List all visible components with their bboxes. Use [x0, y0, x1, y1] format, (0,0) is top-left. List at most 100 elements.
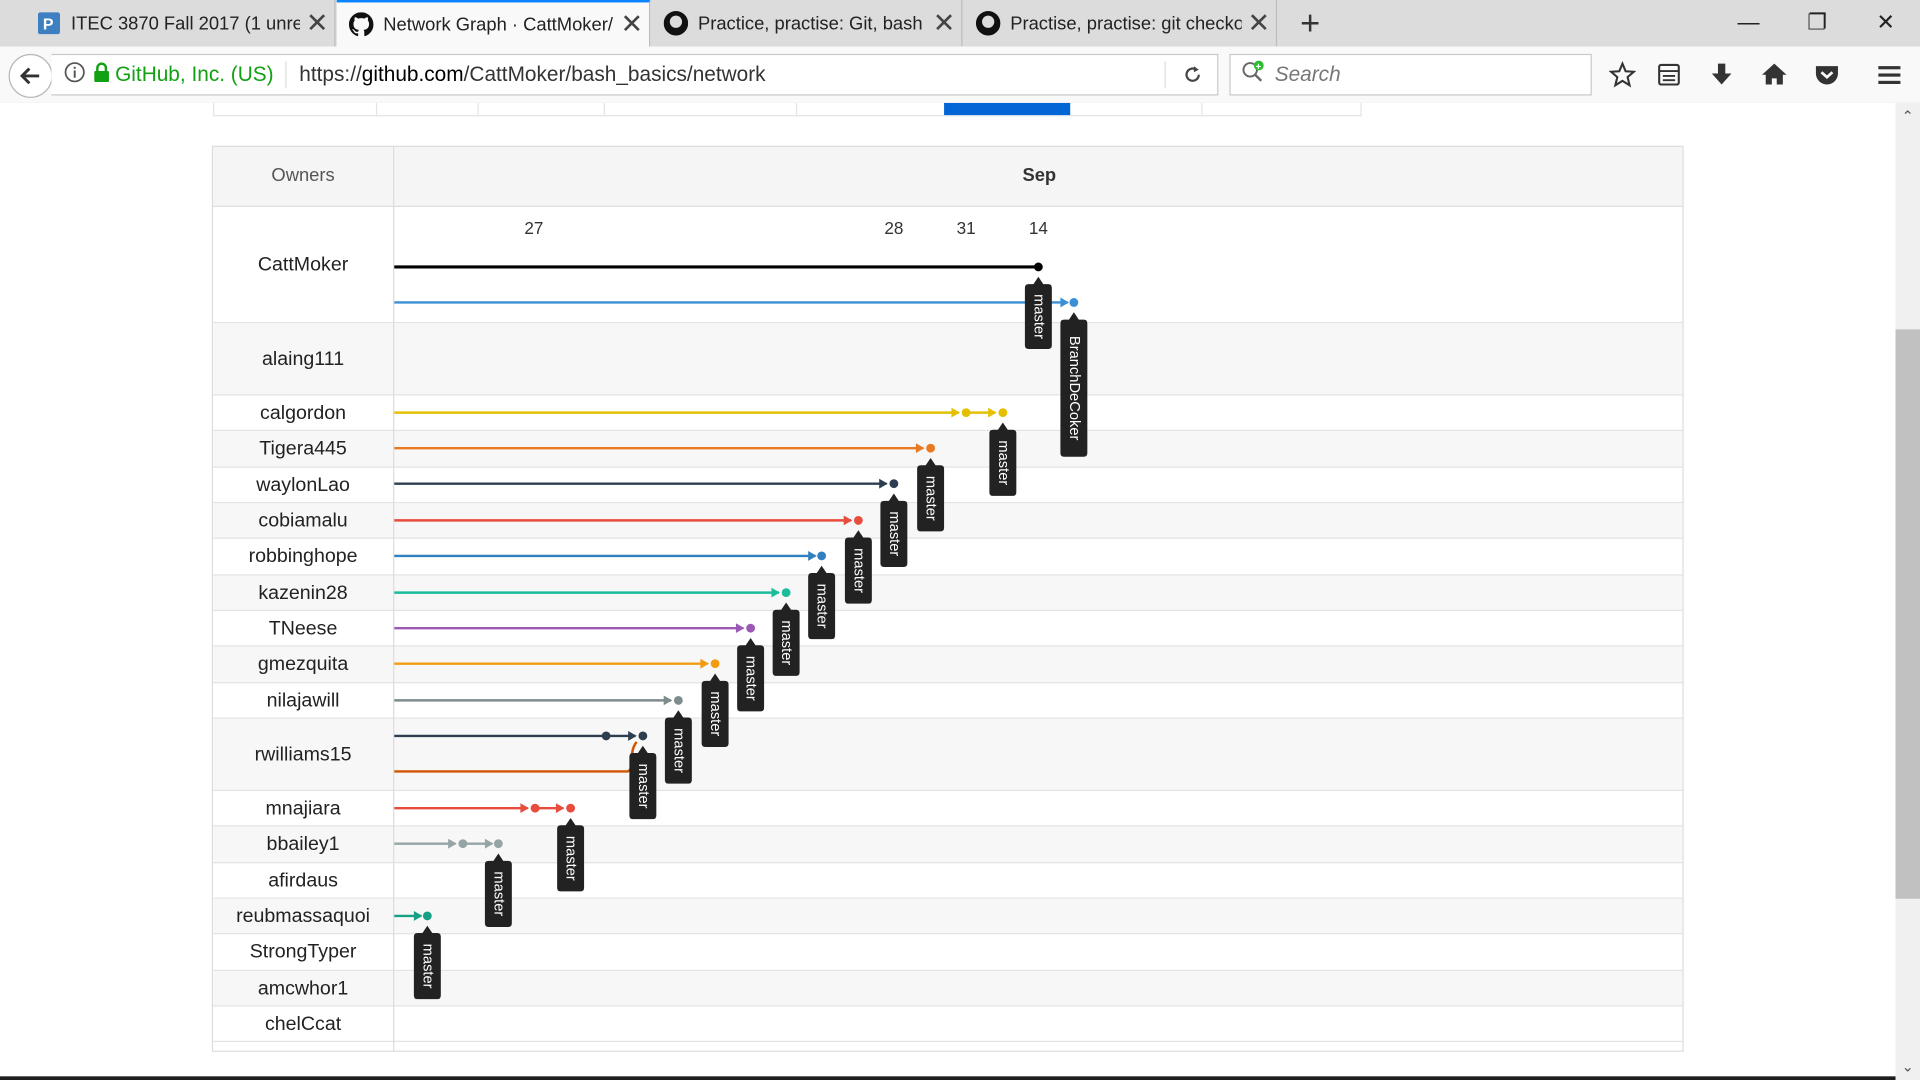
restore-button[interactable]: ❐ [1807, 9, 1828, 35]
branch-label[interactable]: master [917, 457, 945, 532]
tab-practice-git-bash[interactable]: Practice, practise: Git, bash · ✕ [651, 0, 963, 47]
owner-name[interactable]: calgordon [260, 402, 347, 424]
repo-nav-tab[interactable] [605, 102, 798, 116]
owner-row: nilajawill [213, 683, 1683, 719]
commit-dot[interactable] [422, 911, 432, 921]
branch-label[interactable]: master [880, 493, 908, 567]
scroll-down-arrow[interactable]: ⌄ [1901, 1057, 1914, 1076]
merge-arrow [448, 838, 457, 849]
branch-label[interactable]: master [844, 530, 872, 604]
branch-label[interactable]: master [701, 673, 729, 747]
owner-row: bbailey1 [213, 826, 1683, 864]
owner-name[interactable]: afirdaus [268, 870, 338, 892]
commit-dot[interactable] [1069, 298, 1079, 307]
commit-dot[interactable] [710, 659, 720, 669]
owner-name[interactable]: robbinghope [248, 546, 358, 567]
site-identity[interactable]: GitHub, Inc. (US) [115, 62, 274, 86]
owner-name[interactable]: Tigera445 [259, 438, 347, 460]
commit-dot[interactable] [998, 408, 1008, 418]
branch-label[interactable]: master [484, 853, 512, 927]
branch-label[interactable]: master [1024, 276, 1052, 349]
owner-name[interactable]: mnajiara [265, 798, 341, 820]
owner-name[interactable]: kazenin28 [258, 582, 348, 604]
scrollbar-thumb[interactable] [1895, 329, 1920, 899]
graph-canvas: 27 28 31 14 master BranchDeCoker master master m… [394, 218, 1088, 1000]
repo-nav-tab-selected[interactable] [944, 102, 1071, 116]
commit-dot[interactable] [926, 443, 936, 453]
tab-itec[interactable]: P ITEC 3870 Fall 2017 (1 unrea ✕ [24, 0, 336, 47]
commit-dot[interactable] [781, 588, 791, 598]
branch-label[interactable]: master [772, 602, 800, 676]
download-icon[interactable] [1706, 59, 1738, 91]
close-window-button[interactable]: ✕ [1876, 9, 1895, 35]
branch-label[interactable]: master [808, 565, 836, 640]
owner-name[interactable]: waylonLao [256, 475, 350, 496]
commit-dot[interactable] [1033, 262, 1043, 272]
pocket-icon[interactable] [1811, 59, 1843, 91]
network-graph[interactable]: Owners Sep CattMoker alaing111 calgordon Ti… [211, 145, 1684, 1052]
home-icon[interactable] [1758, 59, 1790, 91]
svg-text:master: master [1030, 294, 1046, 339]
repo-nav-tab[interactable] [797, 102, 946, 116]
repo-nav-tab[interactable] [214, 102, 378, 116]
commit-dot[interactable] [458, 839, 468, 849]
url-text[interactable]: https://github.com/CattMoker/bash_basics… [299, 62, 766, 86]
close-icon[interactable]: ✕ [620, 8, 644, 40]
scrollbar[interactable]: ⌃ ⌄ [1895, 102, 1920, 1080]
owner-row: waylonLao [213, 468, 1683, 504]
commit-dot[interactable] [853, 516, 863, 525]
owner-row: CattMoker [213, 207, 1683, 324]
owner-name[interactable]: reubmassaquoi [236, 906, 371, 927]
branch-label[interactable]: BranchDeCoker [1060, 312, 1088, 457]
owner-name[interactable]: chelCcat [264, 1013, 342, 1035]
close-icon[interactable]: ✕ [1247, 7, 1271, 38]
commit-dot[interactable] [746, 623, 756, 633]
back-button[interactable] [8, 53, 53, 98]
owner-name[interactable]: cobiamalu [258, 510, 348, 532]
owner-name[interactable]: rwilliams15 [254, 744, 352, 766]
scroll-up-arrow[interactable]: ⌃ [1901, 107, 1914, 125]
owner-name[interactable]: TNeese [268, 618, 338, 640]
close-icon[interactable]: ✕ [932, 7, 956, 38]
owner-name[interactable]: bbailey1 [266, 833, 340, 855]
commit-dot[interactable] [817, 551, 827, 561]
new-tab-button[interactable]: + [1300, 3, 1321, 42]
branch-label[interactable]: master [989, 422, 1017, 496]
branch-label[interactable]: master [629, 745, 657, 820]
branch-label[interactable]: master [413, 925, 441, 1000]
branch-label[interactable]: master [664, 710, 692, 784]
owner-name[interactable]: CattMoker [257, 254, 349, 276]
owner-name[interactable]: nilajawill [266, 690, 340, 712]
owner-name[interactable]: StrongTyper [249, 941, 357, 963]
divider [285, 61, 288, 89]
date-tick-label: 27 [524, 218, 543, 238]
owner-name[interactable]: alaing111 [262, 348, 345, 370]
reading-list-icon[interactable] [1653, 59, 1685, 91]
repo-nav-tab[interactable] [377, 102, 479, 116]
branch-label[interactable]: master [557, 817, 585, 892]
tab-title: ITEC 3870 Fall 2017 (1 unrea [71, 12, 300, 34]
commit-dot[interactable] [673, 696, 683, 705]
info-icon[interactable] [64, 61, 86, 89]
commit-dot[interactable] [566, 803, 576, 813]
repo-nav-tab[interactable] [1071, 102, 1203, 116]
owner-name[interactable]: amcwhor1 [257, 978, 349, 1000]
minimize-button[interactable]: — [1737, 9, 1760, 35]
owner-name[interactable]: gmezquita [257, 653, 349, 675]
commit-dot[interactable] [530, 803, 540, 813]
branch-label[interactable]: master [737, 637, 765, 712]
merge-arrow [915, 443, 925, 454]
commit-dot[interactable] [493, 839, 503, 849]
bookmark-star-icon[interactable] [1607, 59, 1639, 91]
commit-dot[interactable] [889, 479, 899, 489]
tab-network-graph[interactable]: Network Graph · CattMoker/ ✕ [336, 0, 651, 47]
repo-nav-tab[interactable] [479, 102, 605, 116]
url-bar[interactable]: GitHub, Inc. (US) https://github.com/Cat… [51, 53, 1219, 96]
close-icon[interactable]: ✕ [305, 7, 329, 38]
repo-nav-tab[interactable] [1202, 103, 1359, 115]
menu-icon[interactable] [1873, 59, 1905, 91]
reload-button[interactable] [1164, 61, 1207, 89]
commit-dot[interactable] [638, 731, 648, 741]
tab-practise-git-checkout[interactable]: Practise, practise: git checko ✕ [964, 0, 1278, 47]
search-input[interactable]: + Search [1229, 53, 1592, 96]
